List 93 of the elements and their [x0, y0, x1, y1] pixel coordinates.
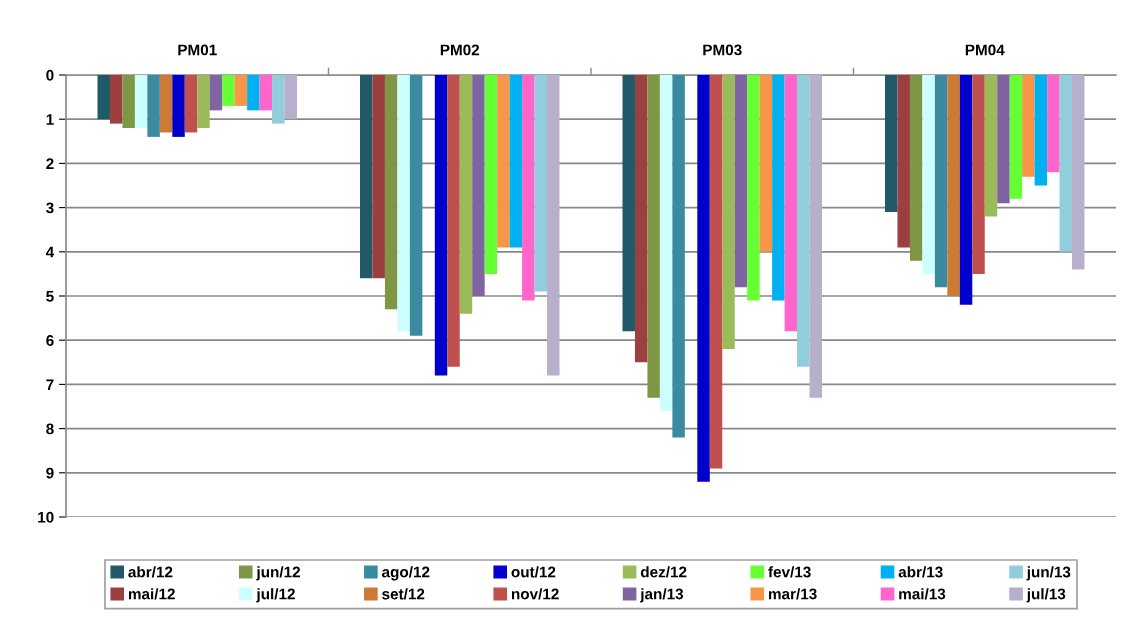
legend-label: mai/13 — [899, 588, 946, 600]
legend-label: jan/13 — [640, 588, 684, 603]
bar — [647, 75, 660, 398]
bar — [172, 75, 185, 137]
bar — [634, 75, 648, 363]
legend-label: jul/13 — [1026, 588, 1066, 603]
bar — [1059, 75, 1073, 252]
bar — [659, 75, 673, 411]
legend-label: mar/13 — [768, 588, 817, 600]
bar — [672, 75, 685, 438]
bar — [434, 75, 448, 376]
bar — [384, 75, 398, 310]
x-tick-label: PM01 — [178, 44, 217, 56]
bar — [809, 75, 822, 398]
y-tick-label: 4 — [45, 246, 55, 258]
y-tick-label: 0 — [46, 69, 54, 81]
bar — [972, 75, 985, 274]
bar — [622, 75, 635, 332]
bar — [372, 75, 385, 279]
bar — [772, 75, 785, 301]
bar — [709, 75, 723, 469]
bar — [997, 75, 1010, 204]
bar — [722, 75, 735, 350]
legend-label: jun/12 — [256, 566, 300, 581]
bar — [409, 75, 423, 336]
y-tick-label: 6 — [46, 335, 54, 346]
bar — [497, 75, 510, 248]
x-tick-label: PM04 — [965, 44, 1005, 56]
bar — [734, 75, 748, 288]
bar — [947, 75, 960, 296]
bar — [459, 75, 473, 314]
legend-label: dez/12 — [640, 566, 687, 578]
bar — [909, 75, 923, 261]
y-tick-label: 1 — [46, 114, 54, 125]
bar — [147, 75, 160, 137]
bar — [472, 75, 485, 296]
legend-label: nov/12 — [511, 588, 559, 600]
y-tick-label: 2 — [46, 158, 54, 169]
bar — [1072, 75, 1085, 270]
y-tick-label: 5 — [46, 291, 54, 302]
legend-label: abr/12 — [128, 566, 173, 578]
bar — [197, 75, 210, 129]
bar — [784, 75, 798, 332]
bar — [484, 75, 498, 274]
bar — [109, 75, 123, 124]
y-tick-label: 3 — [46, 202, 54, 214]
bar — [534, 75, 548, 292]
y-tick-label: 10 — [38, 511, 54, 523]
bar — [447, 75, 460, 367]
bar — [222, 75, 235, 106]
legend-label: mai/12 — [128, 588, 175, 600]
y-tick-label: 9 — [46, 467, 54, 479]
bar — [984, 75, 998, 217]
bar — [547, 75, 560, 376]
bar — [159, 75, 173, 133]
y-tick-label: 8 — [46, 423, 54, 435]
legend-label: jul/12 — [256, 588, 295, 603]
bar — [209, 75, 223, 111]
legend-label: out/12 — [511, 566, 556, 578]
bar — [759, 75, 773, 252]
bar — [122, 75, 135, 129]
bar — [247, 75, 260, 111]
bar — [272, 75, 285, 124]
legend-label: ago/12 — [382, 566, 430, 581]
bar — [134, 75, 148, 129]
bar — [509, 75, 523, 248]
bar — [897, 75, 910, 248]
legend-label: jun/13 — [1026, 566, 1071, 581]
bar — [922, 75, 935, 274]
bar — [1034, 75, 1048, 186]
legend-label: abr/13 — [898, 566, 943, 578]
x-tick-label: PM02 — [440, 44, 480, 56]
x-tick-label: PM03 — [703, 44, 742, 56]
bar — [1047, 75, 1060, 173]
bar — [1022, 75, 1035, 177]
bar — [97, 75, 110, 120]
y-tick-label: 7 — [46, 379, 54, 390]
bar — [934, 75, 948, 288]
legend-label: set/12 — [382, 588, 425, 600]
bar — [234, 75, 248, 106]
bar — [797, 75, 810, 367]
bar — [284, 75, 297, 120]
bar — [397, 75, 410, 332]
bar — [747, 75, 760, 301]
bar — [184, 75, 198, 133]
legend-label: fev/13 — [768, 566, 811, 578]
bar — [522, 75, 535, 301]
bar — [1009, 75, 1023, 199]
bar — [885, 75, 898, 213]
bar — [697, 75, 710, 482]
bar — [959, 75, 973, 305]
bar — [259, 75, 273, 111]
bar — [360, 75, 373, 279]
